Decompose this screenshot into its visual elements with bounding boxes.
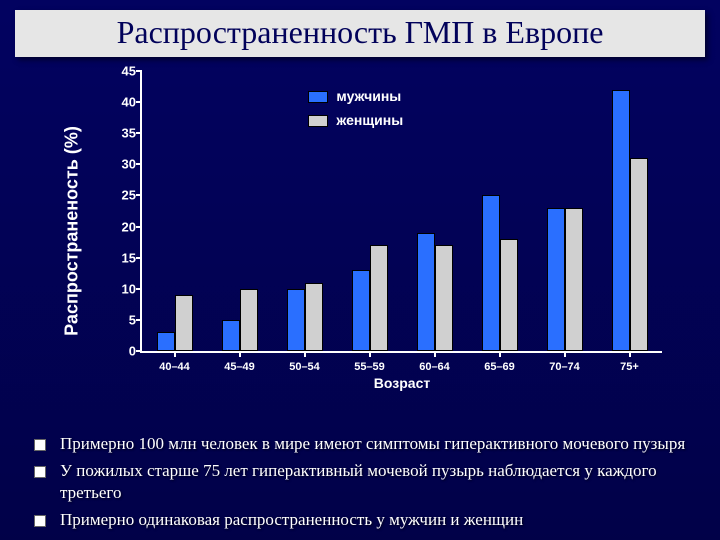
y-tick-label: 45: [114, 64, 136, 79]
y-tick-label: 0: [114, 344, 136, 359]
x-tick: [304, 351, 306, 357]
legend-label: женщины: [336, 112, 403, 128]
bullet-row: Примерно 100 млн человек в мире имеют си…: [30, 433, 690, 454]
x-tick-label: 70–74: [549, 361, 580, 373]
chart-area: Распространеность (%) Возраст 0510152025…: [110, 71, 670, 391]
bar-женщины: [435, 245, 453, 351]
y-tick: [136, 194, 142, 196]
y-tick: [136, 257, 142, 259]
bullet-icon: [34, 515, 46, 527]
y-tick-label: 10: [114, 281, 136, 296]
bar-женщины: [175, 295, 193, 351]
legend-swatch: [308, 115, 328, 127]
x-tick: [369, 351, 371, 357]
x-tick-label: 40–44: [159, 361, 190, 373]
y-tick-label: 20: [114, 219, 136, 234]
x-tick: [239, 351, 241, 357]
bar-женщины: [565, 208, 583, 351]
bar-мужчины: [222, 320, 240, 351]
legend-item: женщины: [308, 112, 403, 128]
bullet-text: Примерно одинаковая распространенность у…: [60, 509, 523, 530]
y-tick: [136, 70, 142, 72]
x-tick-label: 60–64: [419, 361, 450, 373]
bar-женщины: [370, 245, 388, 351]
y-tick: [136, 226, 142, 228]
legend-swatch: [308, 91, 328, 103]
x-tick: [174, 351, 176, 357]
x-tick-label: 55–59: [354, 361, 385, 373]
bar-мужчины: [547, 208, 565, 351]
y-axis-label: Распространеность (%): [62, 126, 83, 336]
y-tick-label: 15: [114, 250, 136, 265]
bar-мужчины: [417, 233, 435, 351]
bullet-row: У пожилых старше 75 лет гиперактивный мо…: [30, 460, 690, 503]
bar-мужчины: [482, 195, 500, 351]
x-tick-label: 65–69: [484, 361, 515, 373]
bullet-row: Примерно одинаковая распространенность у…: [30, 509, 690, 530]
y-tick: [136, 350, 142, 352]
x-tick: [629, 351, 631, 357]
y-tick-label: 5: [114, 312, 136, 327]
y-tick: [136, 319, 142, 321]
y-tick-label: 40: [114, 95, 136, 110]
x-tick: [499, 351, 501, 357]
y-tick: [136, 288, 142, 290]
bar-мужчины: [157, 332, 175, 351]
page-title: Распространенность ГМП в Европе: [15, 10, 705, 57]
x-tick: [564, 351, 566, 357]
bar-женщины: [240, 289, 258, 351]
bar-мужчины: [612, 90, 630, 351]
plot-region: Возраст 05101520253035404540–4445–4950–5…: [140, 71, 662, 353]
bullet-list: Примерно 100 млн человек в мире имеют си…: [30, 433, 690, 530]
y-tick-label: 30: [114, 157, 136, 172]
y-tick: [136, 132, 142, 134]
bar-женщины: [500, 239, 518, 351]
x-tick-label: 50–54: [289, 361, 320, 373]
x-tick-label: 75+: [620, 361, 639, 373]
bullet-icon: [34, 439, 46, 451]
y-tick-label: 25: [114, 188, 136, 203]
bar-мужчины: [287, 289, 305, 351]
bullet-icon: [34, 466, 46, 478]
bar-женщины: [305, 283, 323, 351]
y-tick: [136, 101, 142, 103]
x-axis-label: Возраст: [374, 375, 430, 391]
legend-label: мужчины: [336, 88, 401, 104]
bar-мужчины: [352, 270, 370, 351]
y-tick-label: 35: [114, 126, 136, 141]
y-tick: [136, 163, 142, 165]
legend-item: мужчины: [308, 88, 401, 104]
bullet-text: У пожилых старше 75 лет гиперактивный мо…: [60, 460, 690, 503]
bullet-text: Примерно 100 млн человек в мире имеют си…: [60, 433, 685, 454]
bar-женщины: [630, 158, 648, 351]
x-tick-label: 45–49: [224, 361, 255, 373]
x-tick: [434, 351, 436, 357]
